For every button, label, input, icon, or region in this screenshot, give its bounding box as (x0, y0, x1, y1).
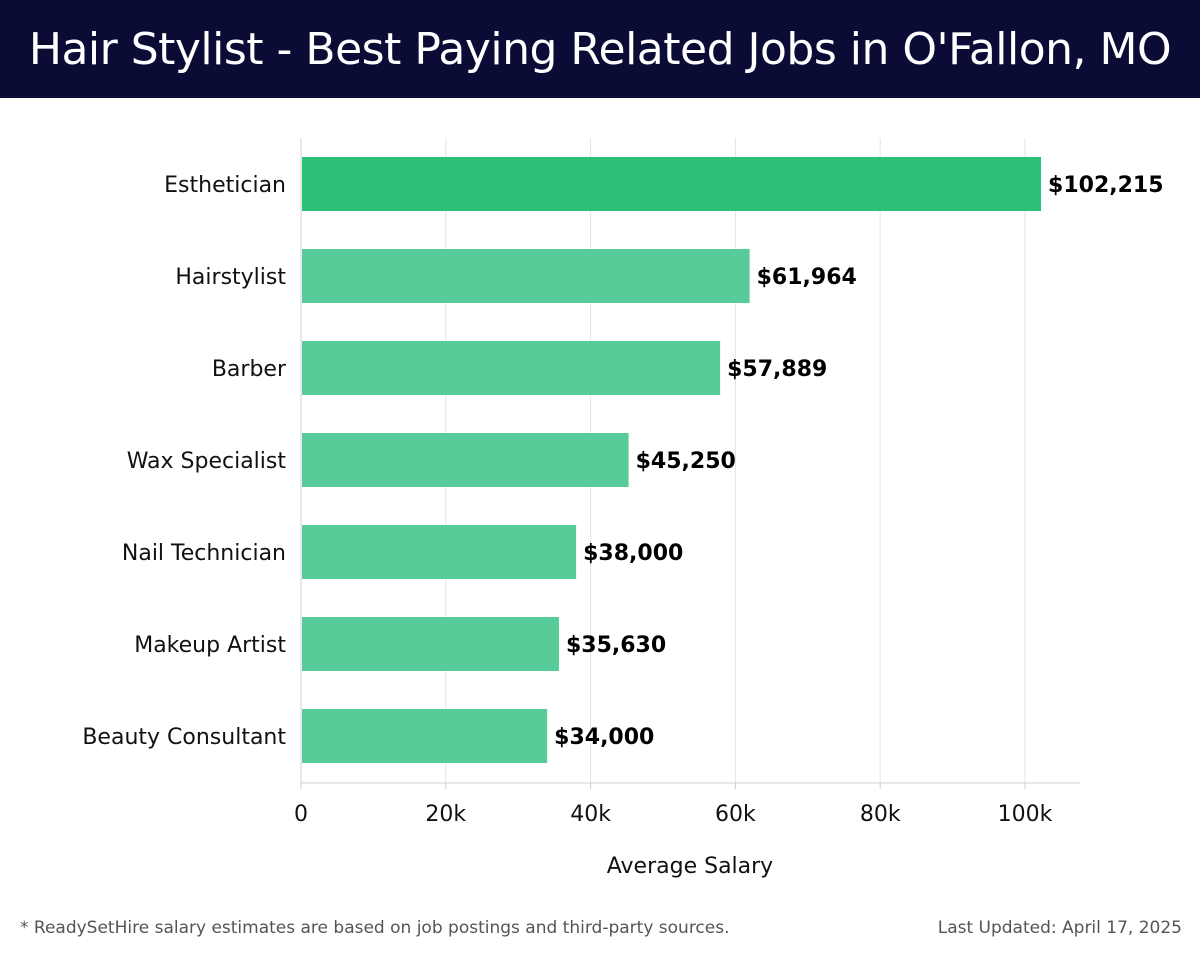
bar (302, 249, 750, 303)
x-tick-label: 20k (425, 802, 466, 827)
data-label: $35,630 (566, 633, 666, 658)
bar (302, 341, 721, 395)
footer-note: * ReadySetHire salary estimates are base… (20, 918, 730, 938)
bar (302, 157, 1042, 211)
x-tick-label: 80k (860, 802, 901, 827)
page-title: Hair Stylist - Best Paying Related Jobs … (28, 23, 1172, 75)
bar (302, 617, 559, 671)
header-banner: Hair Stylist - Best Paying Related Jobs … (0, 0, 1200, 98)
bar (302, 433, 629, 487)
x-tick-label: 0 (294, 802, 308, 827)
data-label: $45,250 (636, 449, 736, 474)
x-tick-label: 60k (715, 802, 756, 827)
x-tick-label: 100k (998, 802, 1053, 827)
category-label: Hairstylist (175, 265, 286, 290)
bar-chart: 0 20k 40k 60k 80k 100k Average Salary Esthetici… (82, 138, 1164, 879)
category-label: Barber (212, 357, 287, 382)
category-label: Esthetician (164, 173, 286, 198)
category-label: Makeup Artist (134, 633, 286, 658)
data-label: $102,215 (1048, 173, 1164, 198)
bar (302, 525, 577, 579)
category-label: Beauty Consultant (82, 725, 286, 750)
data-label: $34,000 (554, 725, 654, 750)
category-label: Wax Specialist (127, 449, 287, 474)
last-updated: Last Updated: April 17, 2025 (937, 918, 1182, 938)
data-label: $57,889 (727, 357, 827, 382)
data-label: $61,964 (757, 265, 857, 290)
category-label: Nail Technician (122, 541, 286, 566)
x-tick-label: 40k (570, 802, 611, 827)
x-axis-title: Average Salary (607, 854, 773, 879)
bar (302, 709, 548, 763)
data-label: $38,000 (583, 541, 683, 566)
